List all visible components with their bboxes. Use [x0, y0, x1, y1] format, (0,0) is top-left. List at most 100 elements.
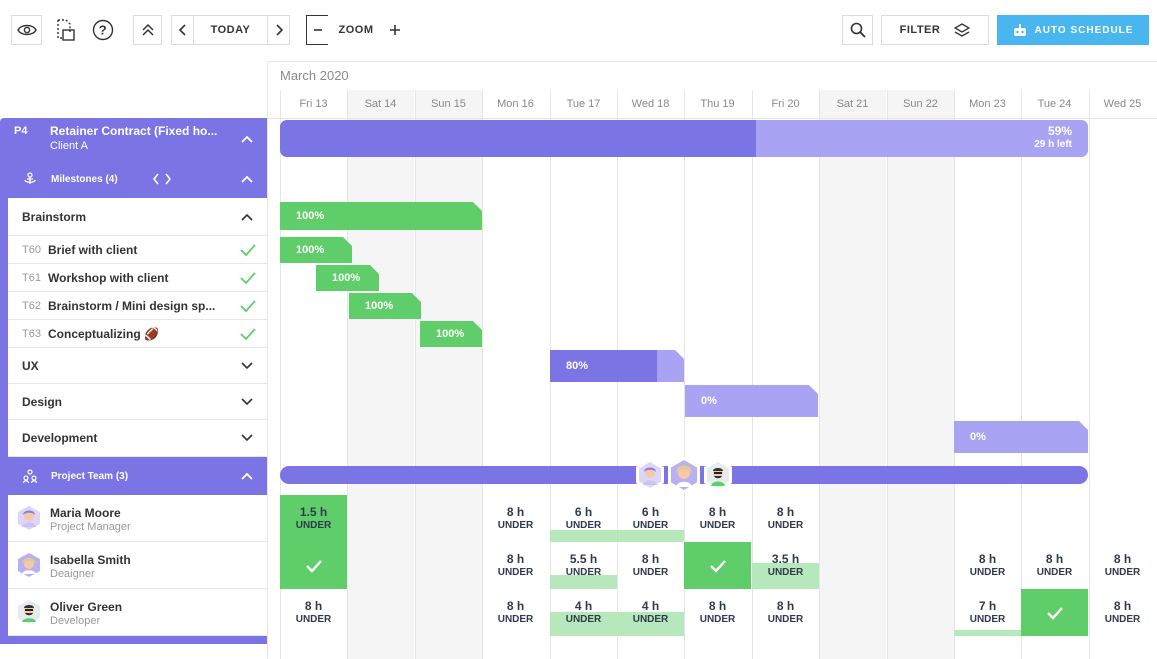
brainstorm-bar[interactable]: 100%	[280, 202, 482, 230]
checkmark-icon	[240, 299, 256, 312]
task-id: T63	[22, 327, 41, 340]
code-brackets-icon[interactable]	[153, 173, 171, 185]
task-bar-t62[interactable]: 100%	[349, 293, 421, 319]
visibility-button[interactable]	[11, 15, 42, 45]
help-icon: ?	[92, 19, 114, 41]
milestone-design[interactable]: Design	[8, 384, 267, 420]
workload-cell-isabella[interactable]: 8 h UNDER	[617, 542, 684, 589]
day-header: Mon 16	[497, 98, 534, 110]
task-bar-t61[interactable]: 100%	[316, 265, 379, 291]
workload-hours: 4 h	[574, 599, 593, 614]
day-header: Fri 20	[771, 98, 800, 110]
day-divider	[887, 90, 888, 659]
workload-cell-oliver[interactable]: 8 h UNDER	[1089, 589, 1156, 636]
workload-cell-maria[interactable]: 8 h UNDER	[684, 495, 751, 542]
checkmark-icon	[240, 271, 256, 284]
project-client: Client A	[50, 140, 88, 152]
team-member-oliver[interactable]: Oliver Green Developer	[8, 589, 267, 636]
collapse-all-button[interactable]	[133, 15, 162, 45]
checkmark-icon	[1046, 606, 1063, 620]
document-button[interactable]	[50, 15, 80, 45]
ux-bar[interactable]: 80%	[550, 350, 684, 382]
workload-cell-oliver[interactable]: 4 h UNDER	[550, 589, 617, 636]
search-button[interactable]	[842, 15, 873, 45]
task-bar-t60[interactable]: 100%	[280, 237, 352, 263]
team-avatar-maria[interactable]	[635, 458, 665, 492]
workload-hours: 8 h	[776, 505, 795, 520]
project-row[interactable]: P4 Retainer Contract (Fixed ho... Client…	[0, 118, 267, 160]
chevron-down-icon[interactable]	[241, 397, 253, 406]
project-id: P4	[14, 125, 28, 137]
today-button[interactable]: TODAY	[193, 15, 268, 45]
workload-cell-isabella[interactable]	[280, 542, 347, 589]
chevron-up-icon[interactable]	[241, 135, 253, 143]
design-bar[interactable]: 0%	[685, 385, 818, 417]
filter-button[interactable]: FILTER	[881, 15, 989, 45]
chevron-down-icon[interactable]	[241, 361, 253, 370]
previous-button[interactable]	[171, 15, 194, 45]
chevron-up-icon[interactable]	[241, 213, 253, 221]
task-bar-t63[interactable]: 100%	[420, 321, 482, 347]
milestones-header[interactable]: Milestones (4)	[8, 160, 267, 198]
member-role: Deaigner	[50, 568, 95, 580]
workload-status: UNDER	[632, 519, 669, 531]
day-divider	[415, 90, 416, 659]
workload-status: UNDER	[295, 613, 332, 625]
chevron-up-icon[interactable]	[241, 175, 253, 183]
workload-cell-maria[interactable]: 6 h UNDER	[617, 495, 684, 542]
auto-schedule-button[interactable]: AUTO SCHEDULE	[997, 15, 1149, 45]
checkmark-icon	[305, 559, 322, 573]
member-role: Project Manager	[50, 521, 131, 533]
task-id: T62	[22, 299, 41, 312]
next-button[interactable]	[267, 15, 290, 45]
workload-status: UNDER	[1104, 566, 1141, 578]
task-row-t63[interactable]: T63 Conceptualizing 🏈	[8, 320, 267, 348]
workload-cell-isabella[interactable]	[684, 542, 751, 589]
task-id: T60	[22, 243, 41, 256]
chevron-down-icon[interactable]	[241, 434, 253, 442]
help-button[interactable]: ?	[90, 15, 116, 45]
team-icon	[23, 469, 37, 483]
workload-hours: 8 h	[506, 552, 525, 567]
workload-cell-maria[interactable]: 1.5 h UNDER	[280, 495, 347, 542]
workload-cell-maria[interactable]: 8 h UNDER	[482, 495, 549, 542]
workload-hours: 8 h	[641, 552, 660, 567]
left-panel-bottom-bar	[0, 636, 267, 644]
workload-cell-isabella[interactable]: 3.5 h UNDER	[752, 542, 819, 589]
workload-cell-maria[interactable]: 6 h UNDER	[550, 495, 617, 542]
task-row-t61[interactable]: T61 Workshop with client	[8, 264, 267, 292]
project-team-header[interactable]: Project Team (3)	[8, 457, 267, 495]
project-progress-bar[interactable]: 59% 29 h left	[280, 120, 1088, 157]
task-row-t60[interactable]: T60 Brief with client	[8, 236, 267, 264]
zoom-in-button[interactable]	[384, 15, 406, 45]
day-header: Sun 15	[431, 98, 466, 110]
workload-cell-isabella[interactable]: 8 h UNDER	[1089, 542, 1156, 589]
development-bar[interactable]: 0%	[954, 421, 1088, 453]
chevron-up-icon[interactable]	[241, 472, 253, 480]
team-avatar-isabella[interactable]	[667, 456, 701, 494]
team-avatar-oliver[interactable]	[703, 458, 733, 492]
workload-cell-oliver[interactable]: 8 h UNDER	[684, 589, 751, 636]
milestone-development[interactable]: Development	[8, 420, 267, 457]
layers-icon	[954, 23, 971, 37]
workload-status: UNDER	[565, 566, 602, 578]
task-row-t62[interactable]: T62 Brainstorm / Mini design sp...	[8, 292, 267, 320]
workload-cell-oliver[interactable]: 8 h UNDER	[752, 589, 819, 636]
workload-cell-isabella[interactable]: 8 h UNDER	[482, 542, 549, 589]
workload-cell-oliver[interactable]	[1021, 589, 1088, 636]
workload-cell-isabella[interactable]: 8 h UNDER	[1021, 542, 1088, 589]
zoom-out-button[interactable]	[306, 15, 329, 45]
workload-cell-oliver[interactable]: 4 h UNDER	[617, 589, 684, 636]
workload-cell-oliver[interactable]: 7 h UNDER	[954, 589, 1021, 636]
team-member-isabella[interactable]: Isabella Smith Deaigner	[8, 542, 267, 589]
workload-fill	[954, 630, 1021, 636]
month-label: March 2020	[280, 68, 349, 83]
milestone-brainstorm[interactable]: Brainstorm	[8, 198, 267, 236]
workload-cell-isabella[interactable]: 8 h UNDER	[954, 542, 1021, 589]
workload-cell-maria[interactable]: 8 h UNDER	[752, 495, 819, 542]
milestone-ux[interactable]: UX	[8, 348, 267, 384]
workload-cell-oliver[interactable]: 8 h UNDER	[482, 589, 549, 636]
workload-cell-isabella[interactable]: 5.5 h UNDER	[550, 542, 617, 589]
team-member-maria[interactable]: Maria Moore Project Manager	[8, 495, 267, 542]
workload-cell-oliver[interactable]: 8 h UNDER	[280, 589, 347, 636]
